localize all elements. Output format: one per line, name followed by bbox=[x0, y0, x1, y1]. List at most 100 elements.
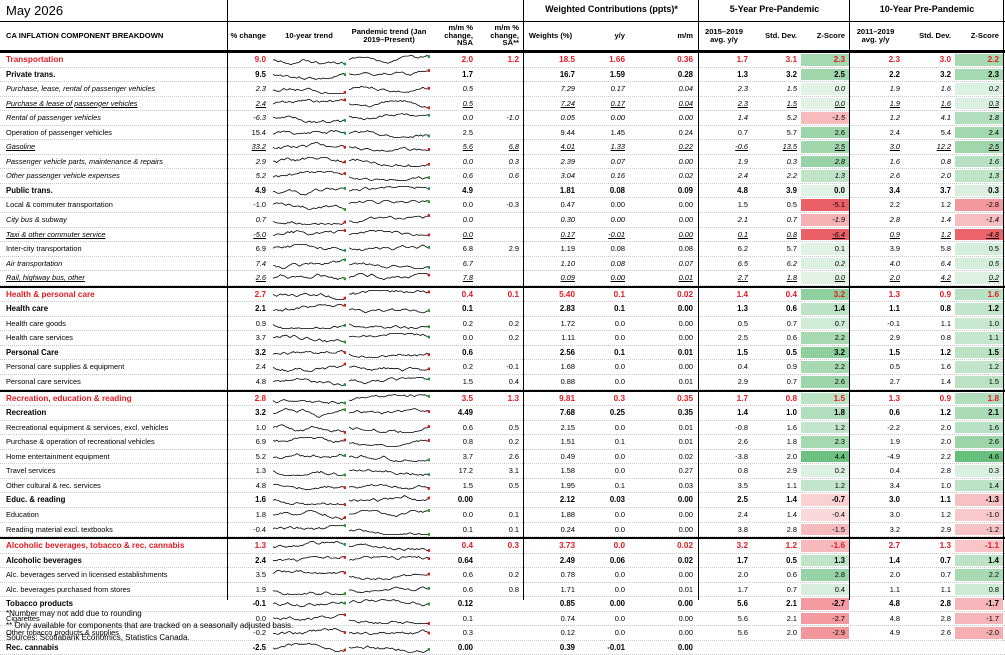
cell-value: 3.2 bbox=[889, 524, 900, 534]
cell-value: 0.85 bbox=[559, 599, 575, 609]
cell-value: 0.00 bbox=[678, 318, 693, 328]
component-name: Cigarettes bbox=[6, 612, 228, 626]
cell-yy: -0.1 bbox=[228, 597, 270, 611]
table-row: Travel services 1.3 17.2 3.1 1.58 0.0 0.27 0.8 2… bbox=[0, 464, 1005, 479]
zscore-shade bbox=[801, 243, 849, 255]
sparkline-marker bbox=[343, 503, 346, 507]
cell-s10: 2.0 bbox=[904, 421, 955, 435]
trend10-sparkline bbox=[272, 111, 346, 125]
zscore-shade bbox=[955, 83, 1003, 95]
sparkline-marker bbox=[343, 631, 346, 635]
cell-z10: -2.0 bbox=[955, 626, 1003, 640]
sparkline-icon bbox=[272, 499, 346, 507]
sparkline-path bbox=[272, 364, 346, 373]
zscore-shade bbox=[801, 228, 849, 241]
cell-value: 1.8 bbox=[786, 273, 797, 283]
cell-mm: 0.1 bbox=[432, 302, 477, 316]
cell-s5: 2.0 bbox=[752, 450, 801, 464]
cell-value: 6.8 bbox=[508, 142, 519, 152]
cell-wmm: 0.35 bbox=[629, 392, 697, 406]
zscore-shade bbox=[801, 569, 849, 581]
sparkline-path bbox=[348, 229, 430, 236]
cell-value: 1.7 bbox=[462, 69, 473, 79]
trend10-sparkline bbox=[272, 346, 346, 360]
pandemic-sparkline bbox=[348, 641, 430, 655]
sparkline-marker bbox=[343, 131, 346, 135]
cell-value: 2.0 bbox=[940, 422, 951, 432]
cell-value: 5.6 bbox=[737, 613, 748, 623]
sparkline-icon bbox=[273, 156, 346, 164]
cell-value: 2.2 bbox=[988, 570, 999, 580]
cell-value: 2.9 bbox=[255, 156, 266, 166]
cell-value: 0.07 bbox=[610, 156, 625, 166]
table-row: Other cultural & rec. services 4.8 1.5 0.5 1… bbox=[0, 479, 1005, 494]
cell-value: 0.2 bbox=[462, 362, 473, 372]
cell-value: -1.1 bbox=[984, 541, 999, 551]
cell-mm: 0.0 bbox=[432, 331, 477, 345]
cell-value: 1.4 bbox=[940, 215, 951, 225]
zscore-shade bbox=[801, 303, 849, 315]
cell-wmm: 0.28 bbox=[629, 68, 697, 82]
pandemic-sparkline bbox=[348, 68, 430, 82]
cell-value: 0.7 bbox=[737, 127, 748, 137]
sparkline-marker bbox=[343, 323, 346, 327]
zscore-shade bbox=[955, 112, 1003, 124]
cell-value: 0.02 bbox=[677, 289, 693, 299]
cell-value: 5.4 bbox=[940, 127, 951, 137]
cell-value: -5.1 bbox=[832, 200, 845, 210]
cell-value: 2.1 bbox=[786, 613, 797, 623]
cell-value: 0.0 bbox=[614, 333, 625, 343]
sparkline-marker bbox=[343, 258, 346, 262]
cell-z10: 2.2 bbox=[955, 53, 1003, 67]
cell-value: 0.8 bbox=[737, 466, 748, 476]
cell-value: 0.0 bbox=[614, 466, 625, 476]
cell-value: 0.4 bbox=[834, 584, 845, 594]
cell-value: 0.3 bbox=[507, 541, 519, 551]
cell-value: 2.5 bbox=[737, 495, 748, 505]
sparkline-path bbox=[272, 258, 346, 269]
cell-mmsa: 6.8 bbox=[477, 140, 523, 154]
sparkline-marker bbox=[343, 363, 346, 367]
cell-mmsa: 0.4 bbox=[477, 375, 523, 389]
cell-a5: 5.6 bbox=[700, 597, 752, 611]
cell-mmsa: 0.1 bbox=[477, 523, 523, 537]
sparkline-path bbox=[272, 423, 346, 433]
cell-value: 1.8 bbox=[834, 408, 845, 418]
sparkline-marker bbox=[343, 160, 346, 164]
sparkline-marker bbox=[427, 105, 430, 109]
column-headers: CA INFLATION COMPONENT BREAKDOWN y/y % c… bbox=[0, 21, 1005, 52]
sparkline-icon bbox=[348, 200, 430, 205]
divider bbox=[227, 0, 228, 600]
cell-value: 0.00 bbox=[678, 113, 693, 123]
cell-wmm: 0.00 bbox=[629, 155, 697, 169]
sparkline-icon bbox=[348, 229, 430, 236]
sparkline-marker bbox=[427, 187, 430, 191]
cell-value: 0.64 bbox=[457, 555, 473, 565]
sparkline-marker bbox=[427, 113, 430, 117]
cell-value: 4.2 bbox=[940, 273, 951, 283]
cell-value: 0.00 bbox=[678, 200, 693, 210]
cell-a5: 2.9 bbox=[700, 375, 752, 389]
cell-mmsa bbox=[477, 597, 523, 611]
cell-mmsa bbox=[477, 97, 523, 111]
table-row: Private trans. 9.5 1.7 16.7 1.59 0.28 1.3 3.2 2.… bbox=[0, 68, 1005, 83]
cell-value: 0.00 bbox=[677, 304, 693, 314]
sparkline-icon bbox=[272, 601, 346, 608]
cell-value: 0.8 bbox=[785, 393, 797, 403]
cell-wyy: 0.07 bbox=[579, 155, 629, 169]
cell-z10: 0.5 bbox=[955, 257, 1003, 271]
cell-value: 2.0 bbox=[786, 451, 797, 461]
trend10-sparkline bbox=[272, 97, 346, 111]
cell-value: 1.4 bbox=[737, 113, 748, 123]
component-label: Purchase & lease of passenger vehicles bbox=[6, 98, 138, 108]
cell-s5: 0.7 bbox=[752, 317, 801, 331]
sparkline-marker bbox=[427, 176, 430, 180]
cell-a5: 1.3 bbox=[700, 68, 752, 82]
sparkline-path bbox=[272, 555, 346, 562]
cell-value: -1.7 bbox=[986, 613, 999, 623]
cell-value: 3.0 bbox=[889, 142, 900, 152]
table-row: Alc. beverages purchased from stores 1.9 0… bbox=[0, 583, 1005, 598]
sparkline-path bbox=[348, 454, 430, 462]
sparkline-marker bbox=[427, 265, 430, 269]
cell-wmm: 0.01 bbox=[629, 271, 697, 285]
